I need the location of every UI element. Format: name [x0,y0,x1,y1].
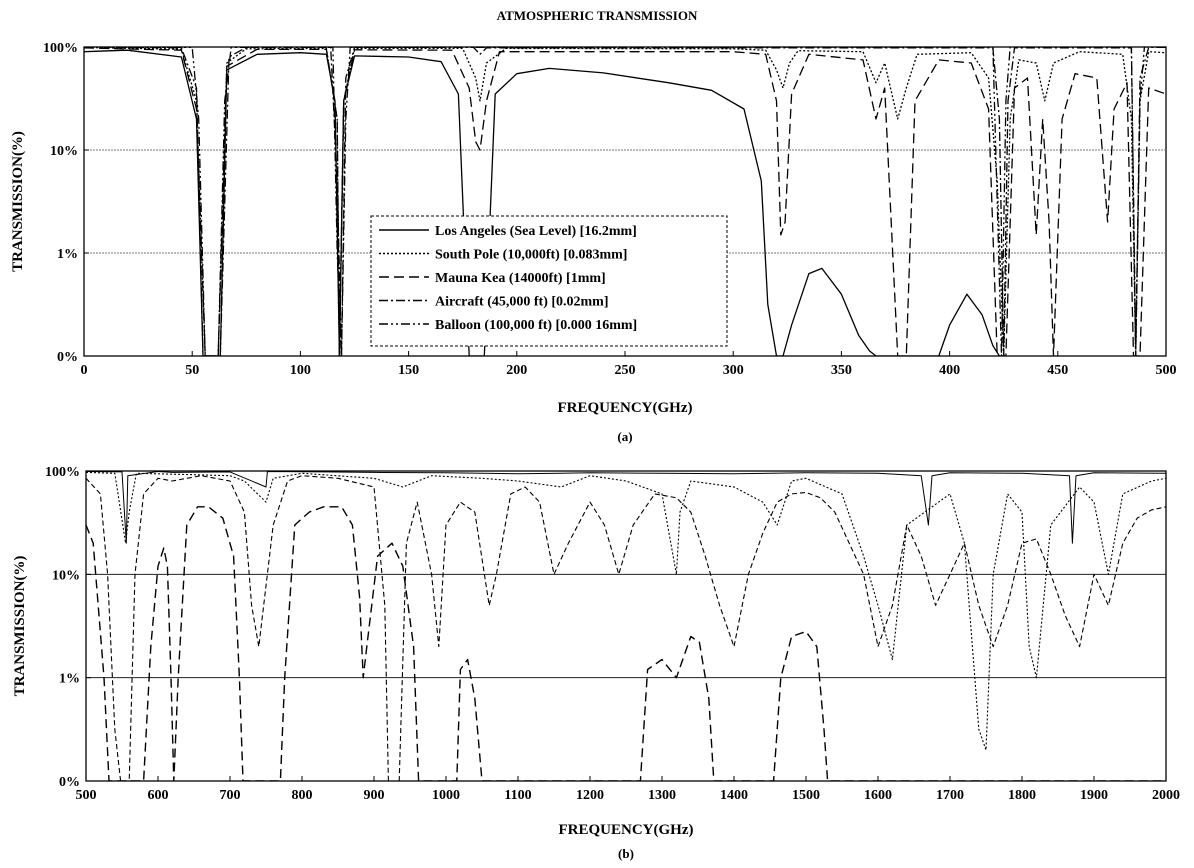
panel-a: 0% 1% 10% 100% 0 50 100 150 200 250 300 350 400 450 50… [10,41,1177,444]
x-axis-label: FREQUENCY(GHz) [559,822,694,838]
x-tick-label: 1200 [576,788,604,803]
legend-box [370,215,728,347]
y-tick-label: 0% [59,775,80,790]
x-tick-label: 1300 [648,788,676,803]
x-axis-label: FREQUENCY(GHz) [558,400,693,416]
legend-entry: Aircraft (45,000 ft) [0.02mm] [435,295,609,310]
x-tick-label: 800 [292,788,313,803]
series-line-mauna [84,47,1166,356]
plot-frame [85,470,1167,782]
x-tick-label: 1100 [504,788,531,803]
x-tick-label: 1000 [432,788,460,803]
x-tick-label: 0 [81,363,88,378]
series-line-los [84,49,1000,356]
figure-title: ATMOSPHERIC TRANSMISSION [497,8,698,23]
x-tick-label: 1800 [1008,788,1036,803]
x-tick-label: 2000 [1152,788,1180,803]
x-tick-label: 200 [506,363,527,378]
x-tick-label: 1700 [936,788,964,803]
x-tick-label: 50 [185,363,199,378]
series-line-b1 [86,475,1166,781]
series-line-b2 [86,471,1166,751]
y-axis-label: TRANSMISSION(%) [10,131,26,272]
y-tick-label: 1% [57,247,78,262]
y-tick-label: 10% [50,144,78,159]
x-tick-label: 100 [290,363,311,378]
x-tick-label: 700 [220,788,241,803]
y-tick-label: 100% [45,465,80,480]
y-tick-label: 1% [59,672,80,687]
x-tick-label: 400 [939,363,960,378]
y-tick-label: 10% [52,568,80,583]
x-tick-label: 600 [148,788,169,803]
series-line-balloon [84,47,1166,356]
legend-entry: South Pole (10,000ft) [0.083mm] [435,248,627,263]
x-tick-label: 900 [364,788,385,803]
x-tick-label: 1400 [720,788,748,803]
x-tick-label: 500 [1156,363,1177,378]
x-tick-label: 350 [831,363,852,378]
y-tick-label: 0% [57,350,78,365]
x-tick-label: 500 [76,788,97,803]
x-tick-label: 450 [1047,363,1068,378]
x-tick-label: 150 [398,363,419,378]
x-tick-label: 300 [723,363,744,378]
x-tick-label: 1900 [1080,788,1108,803]
series-line-b3 [86,471,1166,544]
panel-label: (b) [618,846,634,861]
x-tick-label: 1500 [792,788,820,803]
panel-label: (a) [617,429,632,444]
panel-b: 0% 1% 10% 100% 500 600 700 800 900 1000 1100 1200 13… [12,465,1180,861]
legend-entry: Mauna Kea (14000ft) [1mm] [435,271,606,286]
x-tick-label: 1600 [864,788,892,803]
y-tick-label: 100% [43,41,78,56]
series-line-south [84,47,1166,356]
legend-entry: Balloon (100,000 ft) [0.000 16mm] [435,318,637,333]
y-axis-label: TRANSMISSION(%) [12,556,28,697]
series-line-b0 [86,506,1166,781]
legend-entry: Los Angeles (Sea Level) [16.2mm] [435,224,637,239]
x-tick-label: 250 [615,363,636,378]
